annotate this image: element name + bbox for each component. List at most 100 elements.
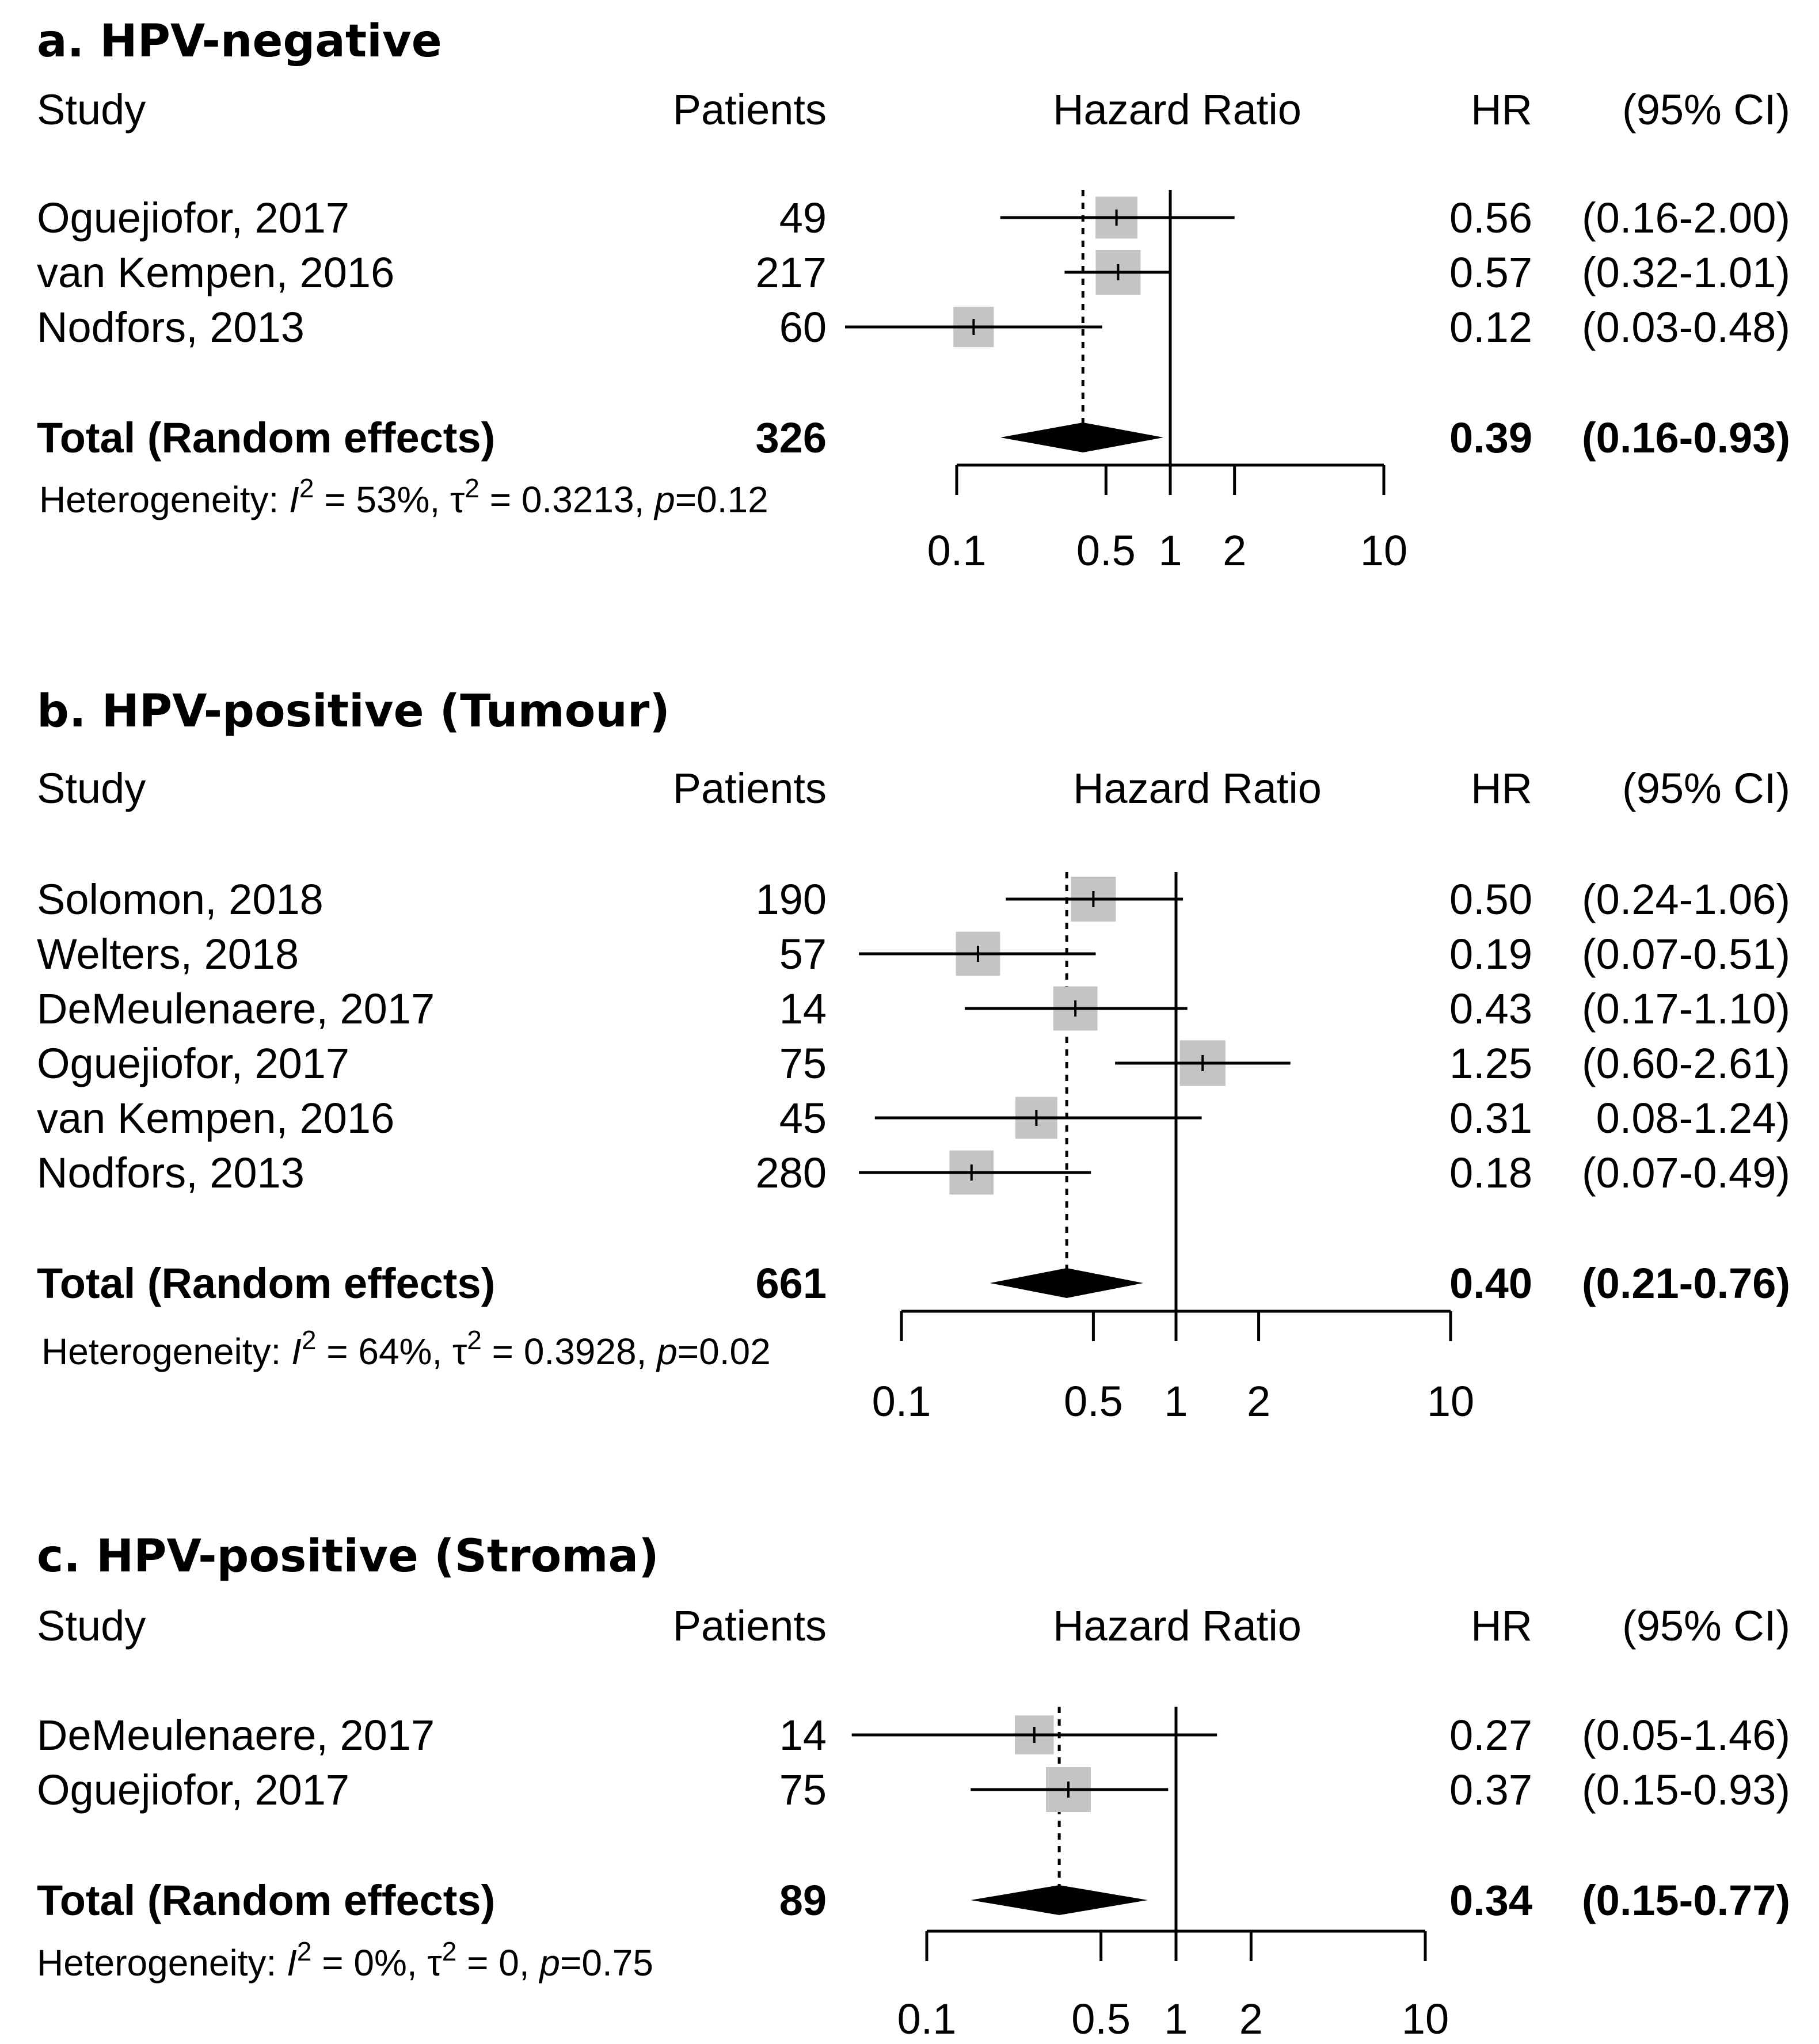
header-study: Study (37, 1602, 146, 1650)
study-name: Oguejiofor, 2017 (37, 194, 349, 242)
header-study: Study (37, 764, 146, 812)
study-patients: 57 (779, 930, 827, 978)
study-patients: 217 (756, 249, 827, 296)
total-label: Total (Random effects) (37, 1876, 495, 1924)
study-ci: (0.60-2.61) (1582, 1040, 1790, 1087)
study-patients: 190 (756, 876, 827, 923)
x-axis-tick-label: 1 (1164, 1995, 1188, 2043)
heterogeneity-text: Heterogeneity: I2 = 64%, τ2 = 0.3928, p=… (41, 1325, 771, 1372)
total-ci: (0.15-0.77) (1582, 1876, 1790, 1924)
study-hr: 1.25 (1449, 1040, 1532, 1087)
forest-panel-2: b. HPV-positive (Tumour) Study Patients Haz… (37, 686, 1790, 1425)
study-name: DeMeulenaere, 2017 (37, 985, 435, 1033)
study-ci: (0.07-0.49) (1582, 1149, 1790, 1197)
x-axis-tick-label: 10 (1402, 1995, 1449, 2043)
panel-title: b. HPV-positive (Tumour) (37, 686, 670, 737)
header-hazard-ratio: Hazard Ratio (1053, 1602, 1302, 1650)
study-hr: 0.56 (1449, 194, 1532, 242)
study-hr: 0.50 (1449, 876, 1532, 923)
study-ci: (0.24-1.06) (1582, 876, 1790, 923)
x-axis-tick-label: 2 (1223, 527, 1246, 574)
study-patients: 75 (779, 1766, 827, 1814)
total-hr: 0.34 (1449, 1876, 1532, 1924)
header-hazard-ratio: Hazard Ratio (1073, 764, 1322, 812)
header-hr: HR (1471, 1602, 1532, 1650)
study-patients: 280 (756, 1149, 827, 1197)
total-ci: (0.21-0.76) (1582, 1259, 1790, 1307)
study-patients: 14 (779, 1711, 827, 1759)
study-ci: (0.07-0.51) (1582, 930, 1790, 978)
pooled-diamond (990, 1268, 1144, 1298)
header-patients: Patients (673, 1602, 827, 1650)
study-name: van Kempen, 2016 (37, 1094, 394, 1142)
total-label: Total (Random effects) (37, 414, 495, 462)
x-axis-tick-label: 0.1 (927, 527, 987, 574)
header-patients: Patients (673, 764, 827, 812)
heterogeneity-text: Heterogeneity: I2 = 0%, τ2 = 0, p=0.75 (37, 1936, 653, 1984)
total-hr: 0.39 (1449, 414, 1532, 462)
study-ci: (0.03-0.48) (1582, 303, 1790, 351)
study-ci: 0.08-1.24) (1596, 1094, 1790, 1142)
header-ci: (95% CI) (1622, 764, 1790, 812)
header-hr: HR (1471, 764, 1532, 812)
x-axis-tick-label: 10 (1427, 1377, 1474, 1425)
total-label: Total (Random effects) (37, 1259, 495, 1307)
header-hazard-ratio: Hazard Ratio (1053, 86, 1302, 134)
header-ci: (95% CI) (1622, 86, 1790, 134)
panel-title: a. HPV-negative (37, 16, 442, 67)
study-hr: 0.57 (1449, 249, 1532, 296)
study-hr: 0.27 (1449, 1711, 1532, 1759)
x-axis-tick-label: 1 (1164, 1377, 1188, 1425)
pooled-diamond (971, 1885, 1148, 1915)
study-name: DeMeulenaere, 2017 (37, 1711, 435, 1759)
x-axis-tick-label: 1 (1158, 527, 1182, 574)
x-axis-tick-label: 2 (1239, 1995, 1263, 2043)
study-patients: 60 (779, 303, 827, 351)
study-ci: (0.16-2.00) (1582, 194, 1790, 242)
total-patients: 661 (756, 1259, 827, 1307)
x-axis-tick-label: 2 (1247, 1377, 1270, 1425)
x-axis-tick-label: 10 (1360, 527, 1407, 574)
study-hr: 0.12 (1449, 303, 1532, 351)
x-axis-tick-label: 0.1 (897, 1995, 957, 2043)
header-ci: (95% CI) (1622, 1602, 1790, 1650)
study-patients: 75 (779, 1040, 827, 1087)
total-patients: 89 (779, 1876, 827, 1924)
pooled-diamond (1000, 422, 1164, 452)
study-name: Welters, 2018 (37, 930, 299, 978)
header-study: Study (37, 86, 146, 134)
header-hr: HR (1471, 86, 1532, 134)
study-hr: 0.43 (1449, 985, 1532, 1033)
forest-panel-3: c. HPV-positive (Stroma) Study Patients Haz… (37, 1531, 1790, 2043)
study-hr: 0.31 (1449, 1094, 1532, 1142)
study-ci: (0.15-0.93) (1582, 1766, 1790, 1814)
study-name: van Kempen, 2016 (37, 249, 394, 296)
total-hr: 0.40 (1449, 1259, 1532, 1307)
total-patients: 326 (756, 414, 827, 462)
study-name: Oguejiofor, 2017 (37, 1766, 349, 1814)
study-hr: 0.18 (1449, 1149, 1532, 1197)
x-axis-tick-label: 0.1 (872, 1377, 931, 1425)
forest-panel-1: a. HPV-negative Study Patients Hazard Ratio… (37, 16, 1790, 574)
study-patients: 14 (779, 985, 827, 1033)
x-axis-tick-label: 0.5 (1064, 1377, 1123, 1425)
study-name: Solomon, 2018 (37, 876, 324, 923)
study-name: Oguejiofor, 2017 (37, 1040, 349, 1087)
study-hr: 0.37 (1449, 1766, 1532, 1814)
study-ci: (0.32-1.01) (1582, 249, 1790, 296)
study-name: Nodfors, 2013 (37, 1149, 305, 1197)
x-axis-tick-label: 0.5 (1076, 527, 1136, 574)
x-axis-tick-label: 0.5 (1071, 1995, 1131, 2043)
header-patients: Patients (673, 86, 827, 134)
heterogeneity-text: Heterogeneity: I2 = 53%, τ2 = 0.3213, p=… (39, 473, 768, 520)
study-ci: (0.17-1.10) (1582, 985, 1790, 1033)
study-name: Nodfors, 2013 (37, 303, 305, 351)
study-hr: 0.19 (1449, 930, 1532, 978)
study-patients: 49 (779, 194, 827, 242)
total-ci: (0.16-0.93) (1582, 414, 1790, 462)
study-ci: (0.05-1.46) (1582, 1711, 1790, 1759)
panel-title: c. HPV-positive (Stroma) (37, 1531, 659, 1582)
study-patients: 45 (779, 1094, 827, 1142)
